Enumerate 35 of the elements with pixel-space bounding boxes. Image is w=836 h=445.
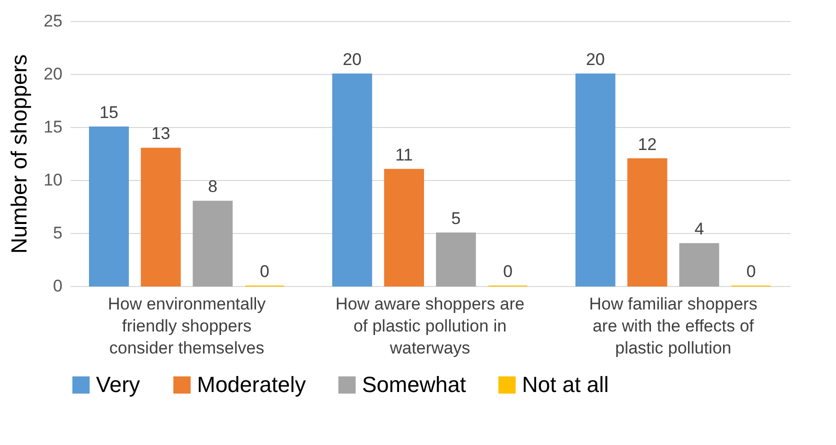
data-label: 0 xyxy=(746,262,756,281)
data-label: 0 xyxy=(503,262,513,281)
y-tick-label: 25 xyxy=(44,12,62,30)
legend-label: Not at all xyxy=(522,372,609,397)
data-label: 4 xyxy=(694,220,704,239)
bar xyxy=(192,200,233,286)
bar xyxy=(88,126,129,286)
legend-label: Moderately xyxy=(197,372,306,397)
bar xyxy=(575,74,616,286)
data-label: 20 xyxy=(342,50,362,69)
data-label: 8 xyxy=(208,177,218,196)
bar xyxy=(627,158,668,286)
y-tick-label: 15 xyxy=(44,118,62,136)
data-label: 12 xyxy=(638,134,657,154)
data-label: 20 xyxy=(586,50,605,69)
legend-label: Somewhat xyxy=(362,372,466,397)
y-tick-label: 10 xyxy=(44,170,62,190)
data-label: 13 xyxy=(151,124,170,144)
data-label: 11 xyxy=(395,145,413,164)
data-label: 15 xyxy=(99,103,118,122)
x-tick-label: How familiar shoppers are with the effects of plastic pollution xyxy=(589,294,758,358)
bar xyxy=(384,168,424,286)
y-tick-label: 20 xyxy=(44,64,62,84)
y-tick-label: 5 xyxy=(53,224,62,242)
y-tick-label: 0 xyxy=(53,276,62,296)
bar xyxy=(436,232,476,286)
data-label: 0 xyxy=(260,262,270,281)
bar xyxy=(140,148,181,286)
x-tick-label: How aware shoppers are of plastic pollution in waterways xyxy=(336,294,524,358)
legend-label: Very xyxy=(96,372,140,397)
bar xyxy=(679,243,720,286)
y-axis-title: Number of shoppers xyxy=(6,54,32,254)
x-tick-label: How environmentally friendly shoppers consider themselves xyxy=(108,294,266,358)
bar xyxy=(332,74,372,286)
data-label: 5 xyxy=(451,209,461,228)
